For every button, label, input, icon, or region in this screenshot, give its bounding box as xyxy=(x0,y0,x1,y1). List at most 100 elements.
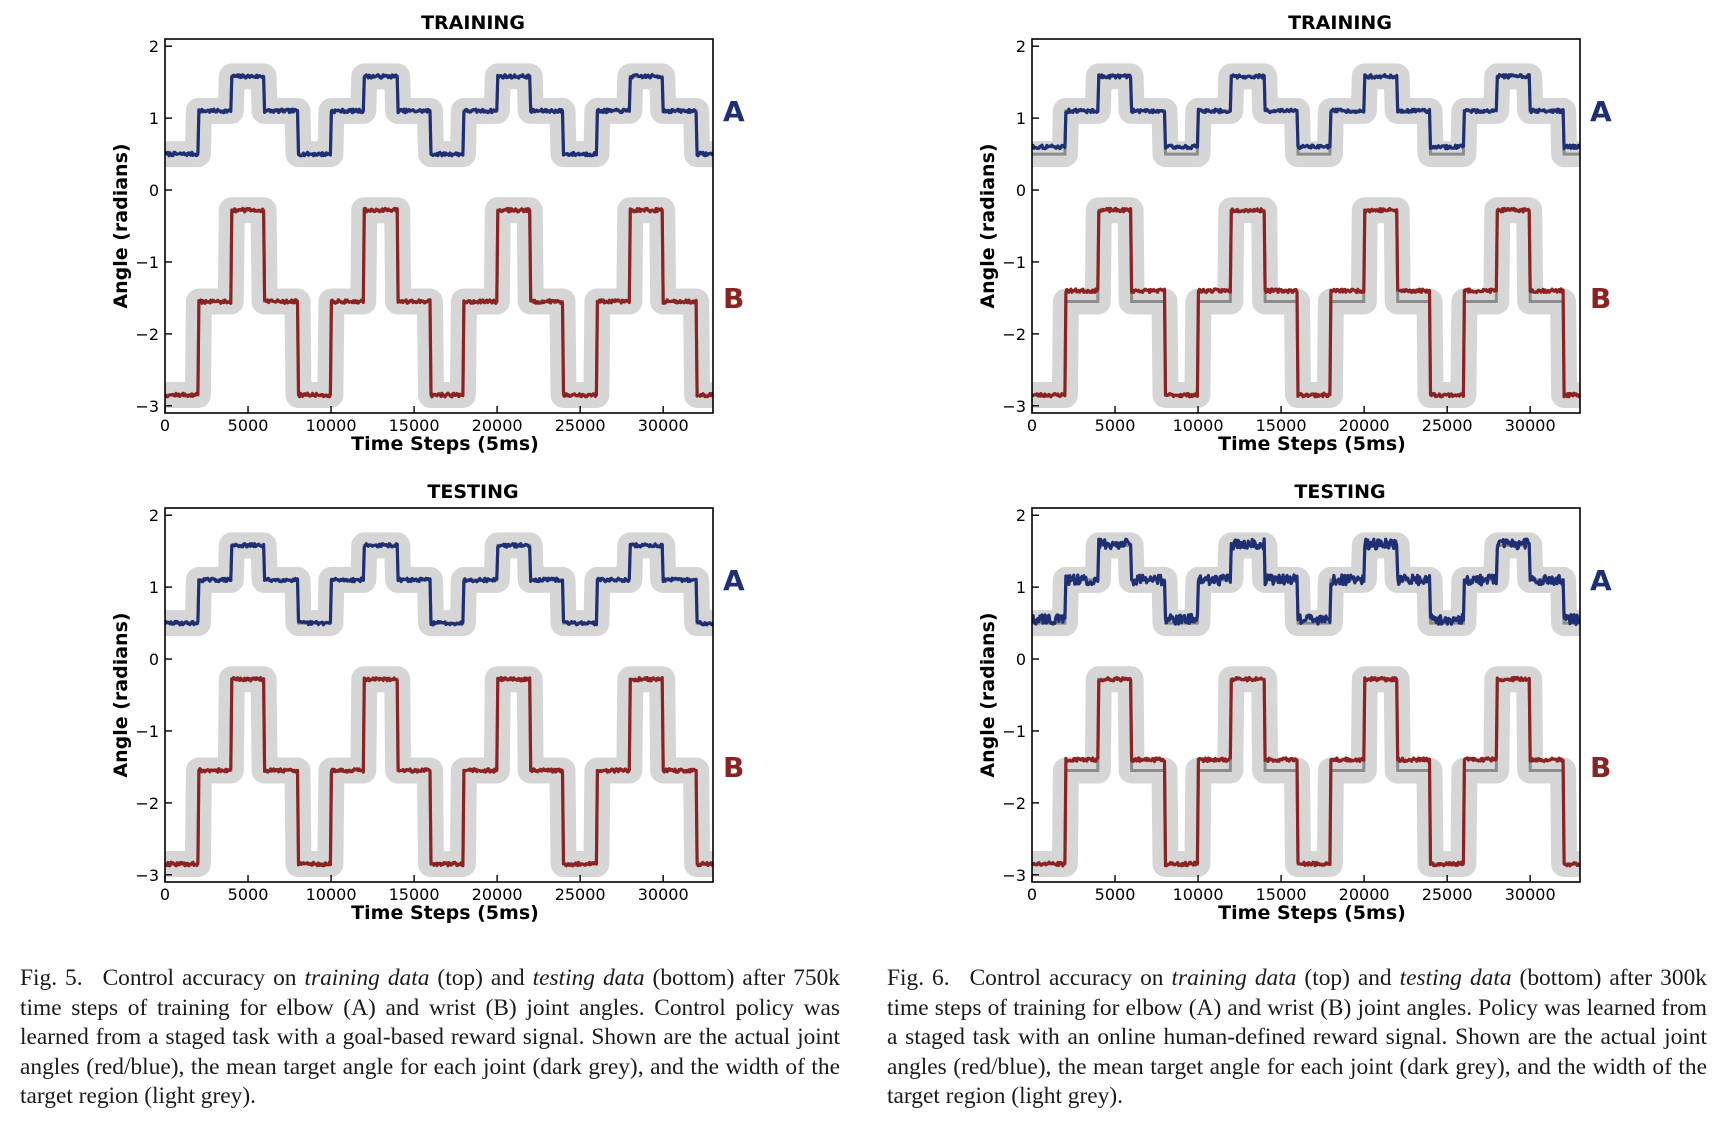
series-line-a xyxy=(1032,537,1580,626)
x-tick-label: 0 xyxy=(160,416,170,435)
y-tick-label: −3 xyxy=(135,397,159,416)
y-tick-label: 0 xyxy=(149,650,159,669)
series-line-b xyxy=(1032,206,1580,399)
caption-text: (top) and xyxy=(1296,965,1400,991)
x-tick-label: 25000 xyxy=(1422,885,1473,904)
x-tick-label: 10000 xyxy=(306,416,357,435)
chart-title: TESTING xyxy=(1294,481,1385,503)
x-tick-label: 25000 xyxy=(555,885,606,904)
chart-title: TRAINING xyxy=(421,12,525,34)
y-tick-label: −3 xyxy=(1002,866,1026,885)
caption-emphasis: testing data xyxy=(532,965,645,991)
x-tick-label: 10000 xyxy=(1173,416,1224,435)
axes-frame xyxy=(1031,38,1581,414)
x-tick-label: 0 xyxy=(1027,416,1037,435)
x-tick-label: 25000 xyxy=(1422,416,1473,435)
series-line-b xyxy=(165,206,713,399)
x-axis-label: Time Steps (5ms) xyxy=(351,902,539,924)
x-tick-label: 15000 xyxy=(389,885,440,904)
y-tick-label: 1 xyxy=(149,109,159,128)
y-axis-label: Angle (radians) xyxy=(977,612,999,777)
series-label-a: A xyxy=(723,564,745,597)
x-tick-label: 30000 xyxy=(638,416,689,435)
y-axis-label: Angle (radians) xyxy=(977,143,999,308)
caption-text: Control accuracy on xyxy=(969,965,1172,991)
y-tick-label: −3 xyxy=(135,866,159,885)
x-tick-label: 10000 xyxy=(306,885,357,904)
x-tick-label: 25000 xyxy=(555,416,606,435)
chart-title: TESTING xyxy=(427,481,518,503)
caption-text: (bottom) after 750k time steps of traini… xyxy=(20,965,840,1109)
series-label-a: A xyxy=(723,95,745,128)
series-label-b: B xyxy=(1590,751,1611,784)
y-tick-label: −2 xyxy=(1002,325,1026,344)
x-axis-label: Time Steps (5ms) xyxy=(351,433,539,455)
series-line-a xyxy=(165,542,713,627)
y-tick-label: −1 xyxy=(135,253,159,272)
x-tick-label: 5000 xyxy=(228,416,269,435)
y-tick-label: 2 xyxy=(1016,506,1026,525)
x-tick-label: 20000 xyxy=(472,416,523,435)
series-label-b: B xyxy=(723,751,744,784)
x-axis-label: Time Steps (5ms) xyxy=(1218,433,1406,455)
y-tick-label: 2 xyxy=(149,506,159,525)
series-label-b: B xyxy=(723,282,744,315)
x-tick-label: 20000 xyxy=(1339,416,1390,435)
plot-area xyxy=(165,532,713,877)
series-label-a: A xyxy=(1590,564,1612,597)
caption-text: (bottom) after 300k time steps of traini… xyxy=(887,965,1707,1109)
x-tick-label: 30000 xyxy=(1505,416,1556,435)
x-tick-label: 20000 xyxy=(472,885,523,904)
y-tick-label: 1 xyxy=(149,578,159,597)
caption-emphasis: training data xyxy=(304,965,430,991)
caption-lead: Fig. 6. xyxy=(887,965,950,991)
y-tick-label: 0 xyxy=(149,181,159,200)
y-tick-label: −3 xyxy=(1002,397,1026,416)
y-axis-label: Angle (radians) xyxy=(110,612,132,777)
caption-fig5: Fig. 5. Control accuracy on training dat… xyxy=(20,964,840,1112)
y-tick-label: 2 xyxy=(149,37,159,56)
x-tick-label: 0 xyxy=(160,885,170,904)
x-tick-label: 5000 xyxy=(228,885,269,904)
y-tick-label: 0 xyxy=(1016,650,1026,669)
y-tick-label: −2 xyxy=(135,794,159,813)
series-line-a xyxy=(1032,73,1580,151)
caption-lead: Fig. 5. xyxy=(20,965,83,991)
x-tick-label: 5000 xyxy=(1095,885,1136,904)
y-axis-label: Angle (radians) xyxy=(110,143,132,308)
series-label-b: B xyxy=(1590,282,1611,315)
x-tick-label: 30000 xyxy=(1505,885,1556,904)
y-tick-label: −1 xyxy=(1002,253,1026,272)
axes-frame xyxy=(164,507,714,883)
y-tick-label: −2 xyxy=(135,325,159,344)
series-line-b xyxy=(1032,675,1580,868)
x-tick-label: 0 xyxy=(1027,885,1037,904)
series-line-b xyxy=(165,675,713,868)
axes-frame xyxy=(164,38,714,414)
caption-text: Control accuracy on xyxy=(102,965,305,991)
chart-title: TRAINING xyxy=(1288,12,1392,34)
y-tick-label: −2 xyxy=(1002,794,1026,813)
x-tick-label: 15000 xyxy=(1256,885,1307,904)
x-tick-label: 15000 xyxy=(389,416,440,435)
y-tick-label: −1 xyxy=(135,722,159,741)
x-tick-label: 5000 xyxy=(1095,416,1136,435)
x-axis-label: Time Steps (5ms) xyxy=(1218,902,1406,924)
plot-area xyxy=(165,63,713,408)
y-tick-label: 1 xyxy=(1016,109,1026,128)
series-line-a xyxy=(165,73,713,158)
caption-text: (top) and xyxy=(429,965,533,991)
x-tick-label: 15000 xyxy=(1256,416,1307,435)
y-tick-label: 1 xyxy=(1016,578,1026,597)
y-tick-label: −1 xyxy=(1002,722,1026,741)
caption-fig6: Fig. 6. Control accuracy on training dat… xyxy=(887,964,1707,1112)
caption-emphasis: testing data xyxy=(1399,965,1512,991)
y-tick-label: 2 xyxy=(1016,37,1026,56)
axes-frame xyxy=(1031,507,1581,883)
y-tick-label: 0 xyxy=(1016,181,1026,200)
series-label-a: A xyxy=(1590,95,1612,128)
